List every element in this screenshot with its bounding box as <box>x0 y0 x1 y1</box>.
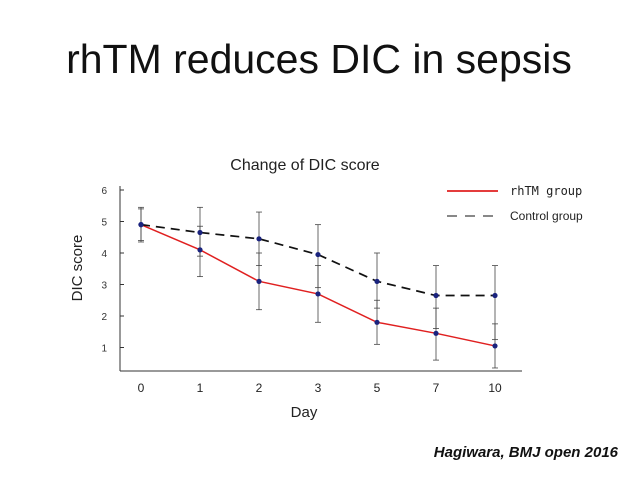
x-tick-label: 5 <box>374 381 381 395</box>
x-tick-label: 10 <box>488 381 502 395</box>
data-point-control <box>197 229 203 236</box>
x-tick-label: 1 <box>197 381 204 395</box>
x-tick-label: 7 <box>433 381 440 395</box>
data-point-rhtm <box>256 278 262 284</box>
y-tick-label: 4 <box>101 249 107 260</box>
data-point-rhtm <box>433 330 439 336</box>
y-tick-label: 6 <box>101 186 107 197</box>
data-point-rhtm <box>374 319 380 325</box>
citation: Hagiwara, BMJ open 2016 <box>433 444 618 461</box>
data-point-control <box>315 251 321 258</box>
data-point-control <box>492 292 498 299</box>
x-tick-label: 3 <box>315 381 322 395</box>
data-point-control <box>256 236 262 242</box>
legend-label-control: Control group <box>510 209 583 223</box>
data-point-control <box>433 292 439 299</box>
legend-label-rhtm: rhTM group <box>510 184 582 198</box>
data-point-control <box>374 278 380 284</box>
y-axis-label: DIC score <box>69 235 86 302</box>
y-tick-label: 3 <box>101 281 107 292</box>
y-tick-label: 1 <box>101 344 107 355</box>
data-point-rhtm <box>315 291 321 297</box>
x-tick-label: 0 <box>138 381 145 395</box>
slide-title: rhTM reduces DIC in sepsis <box>66 36 572 82</box>
data-point-rhtm <box>197 247 203 253</box>
data-point-control <box>138 222 144 228</box>
y-tick-label: 5 <box>101 218 107 229</box>
x-axis-label: Day <box>291 404 318 421</box>
x-tick-label: 2 <box>256 381 263 395</box>
data-point-rhtm <box>492 343 498 349</box>
y-tick-label: 2 <box>101 312 107 323</box>
chart-title: Change of DIC score <box>230 157 380 174</box>
